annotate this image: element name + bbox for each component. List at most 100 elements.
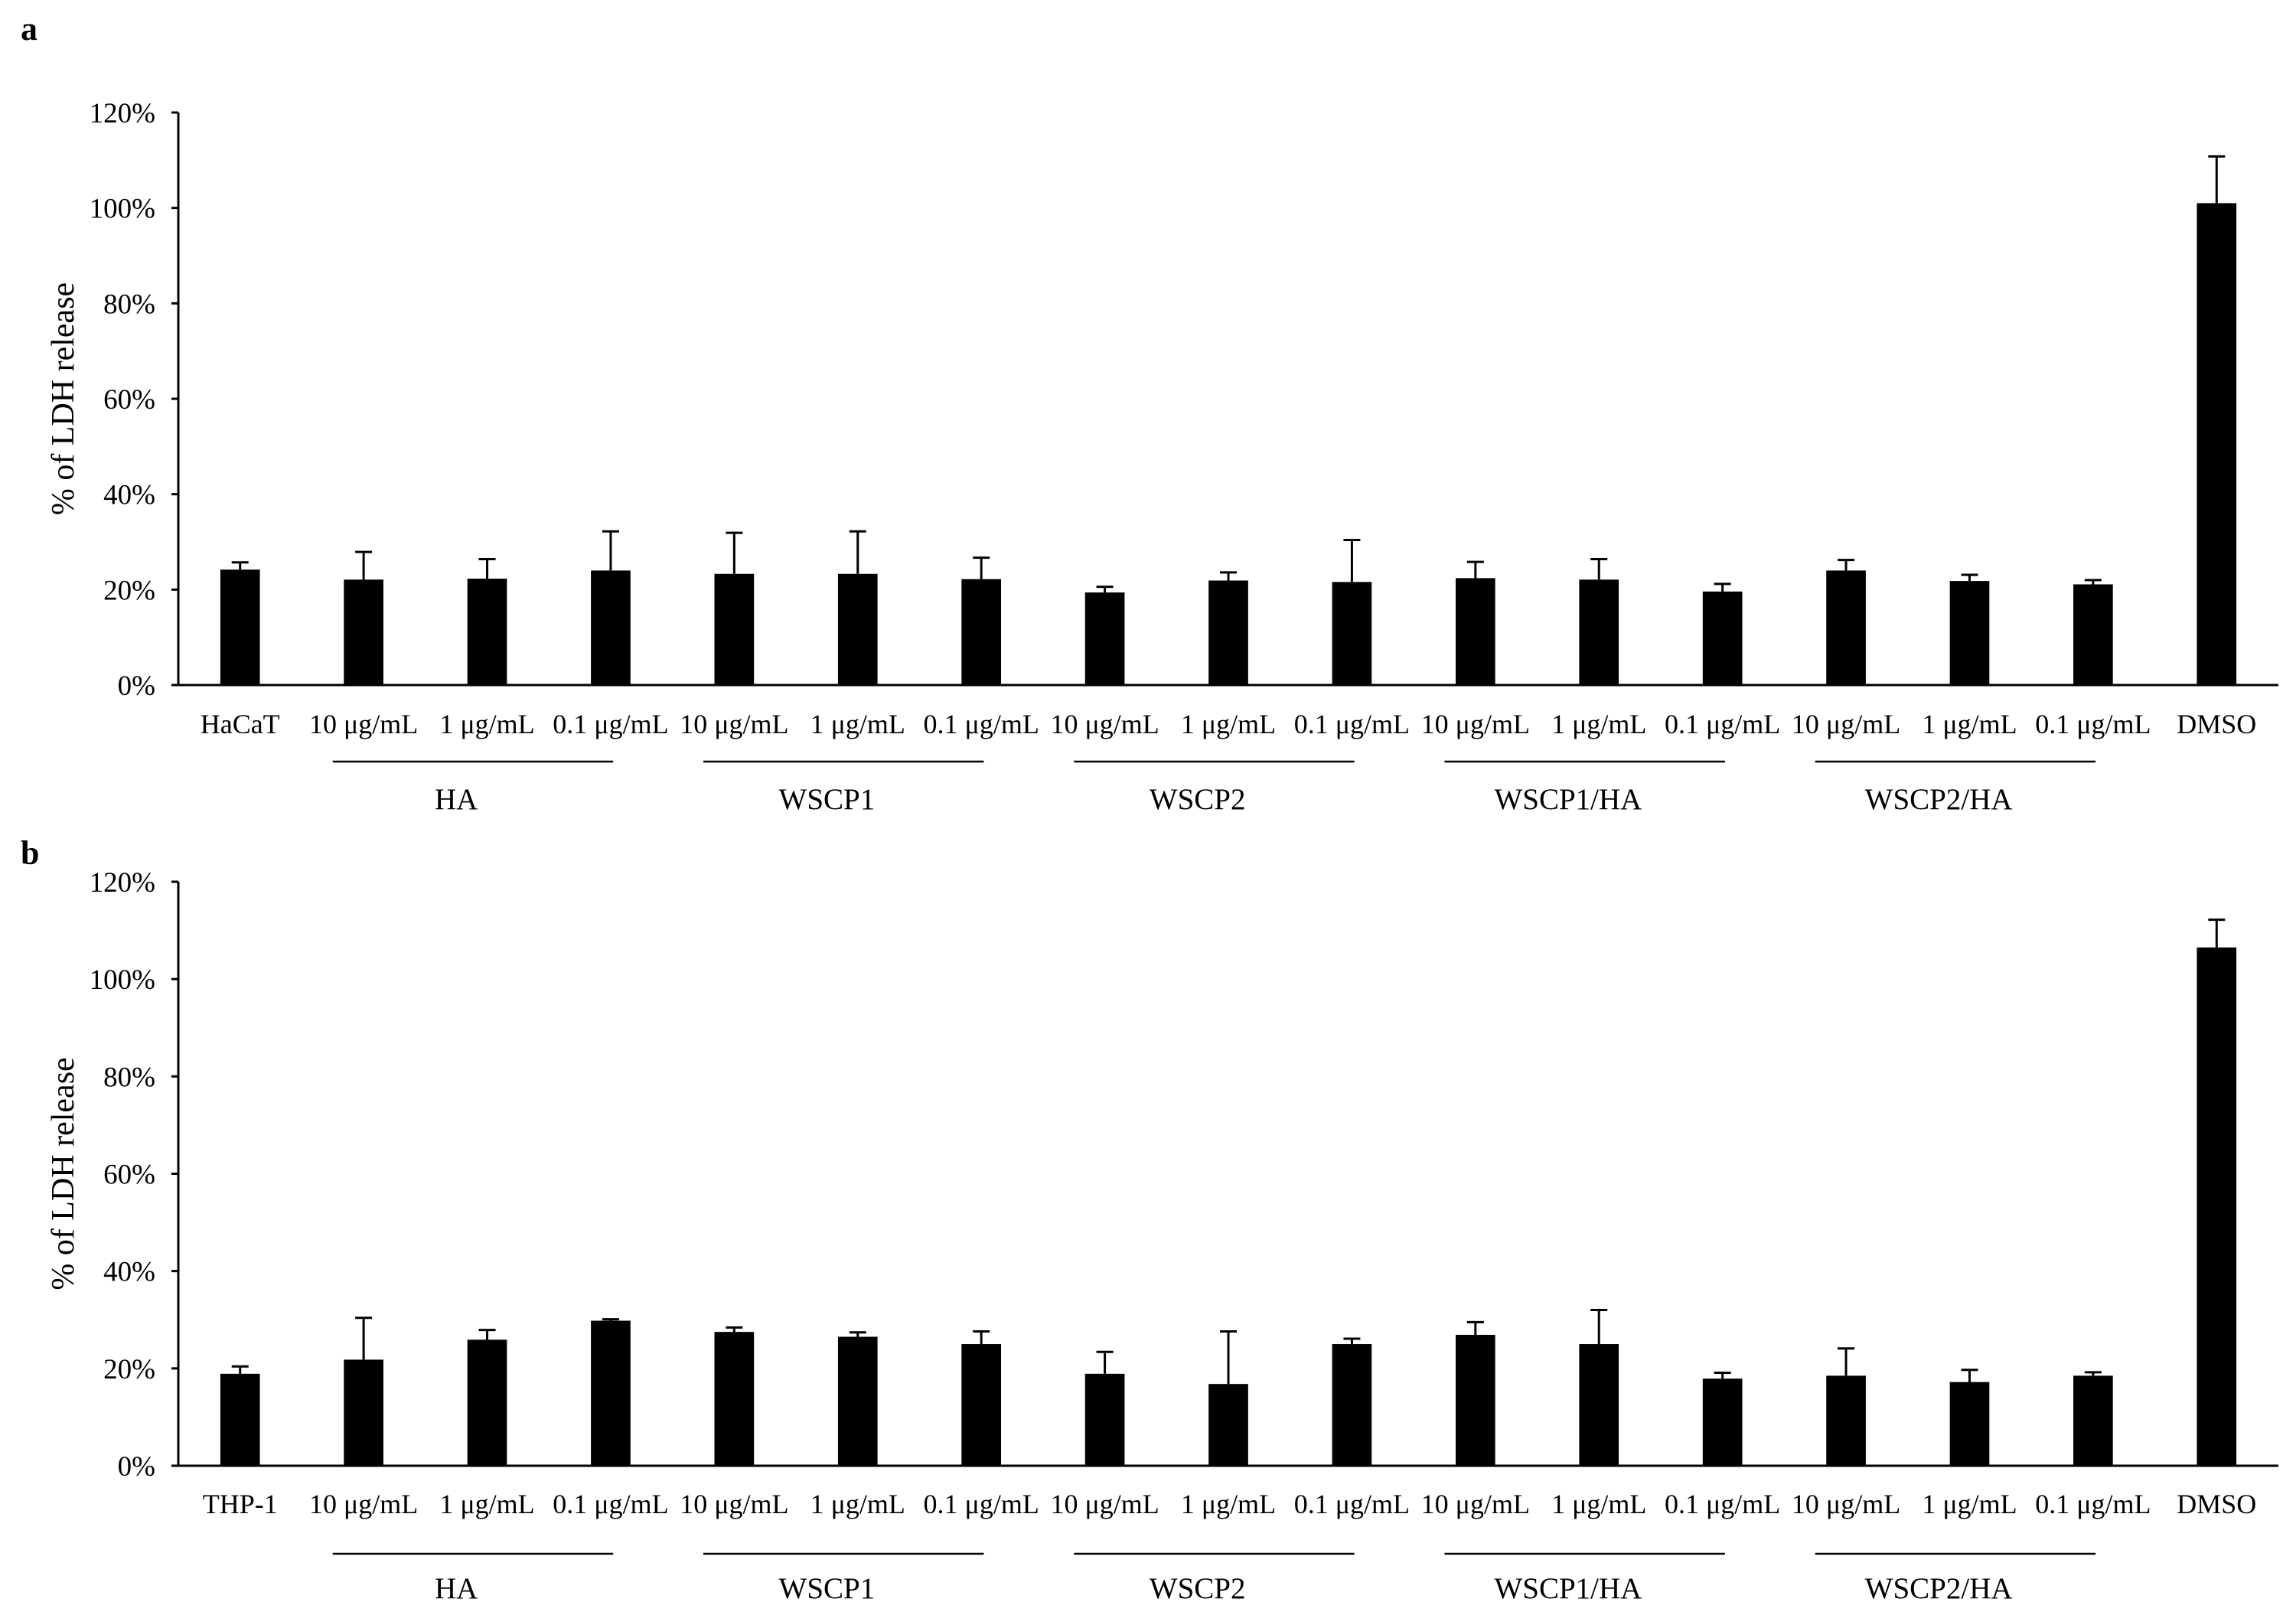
x-category-label: 0.1 μg/mL: [1665, 709, 1780, 739]
error-bar: [1961, 573, 1978, 582]
bar: [961, 1344, 1002, 1466]
bar: [1702, 591, 1743, 685]
x-category-label: 1 μg/mL: [1922, 709, 2017, 739]
error-bar: [1590, 1309, 1608, 1345]
error-bar: [1220, 1330, 1237, 1385]
x-category-label: 10 μg/mL: [309, 709, 418, 739]
x-category-label: 0.1 μg/mL: [2035, 709, 2151, 739]
bar: [2197, 203, 2237, 685]
y-tick-label: 80%: [103, 1062, 155, 1093]
bar: [1826, 1375, 1866, 1466]
error-bar: [231, 1365, 249, 1374]
bar: [2197, 947, 2237, 1466]
error-bar: [1961, 1369, 1978, 1382]
error-bar: [602, 530, 619, 571]
error-bar: [2084, 579, 2102, 585]
x-category-label: 0.1 μg/mL: [2035, 1489, 2151, 1519]
bar: [220, 1373, 260, 1466]
group-label: WSCP1: [779, 783, 876, 816]
error-bar: [1838, 1347, 1855, 1376]
x-category-label: 10 μg/mL: [680, 1489, 788, 1519]
y-tick-label: 0%: [118, 670, 155, 702]
bar: [1826, 570, 1866, 685]
bar: [1579, 1344, 1619, 1466]
x-category-label: 1 μg/mL: [439, 709, 534, 739]
y-tick-label: 40%: [103, 1257, 155, 1288]
group-label: WSCP2: [1150, 783, 1246, 816]
y-tick-label: 20%: [103, 1354, 155, 1385]
x-category-label: DMSO: [2177, 709, 2256, 739]
x-category-label: 1 μg/mL: [1181, 709, 1276, 739]
error-bar: [1714, 1372, 1731, 1379]
bar: [2073, 584, 2113, 685]
x-category-label: 0.1 μg/mL: [924, 1489, 1039, 1519]
bar: [1702, 1378, 1743, 1466]
x-category-label: 0.1 μg/mL: [1665, 1489, 1780, 1519]
error-bar: [355, 550, 373, 580]
bar: [2073, 1375, 2113, 1466]
bar: [467, 578, 507, 685]
group-label: WSCP2: [1150, 1572, 1246, 1605]
error-bar: [602, 1318, 619, 1321]
bar: [1084, 592, 1125, 685]
x-category-label: 1 μg/mL: [810, 1489, 905, 1519]
x-category-label: 1 μg/mL: [1181, 1489, 1276, 1519]
y-tick-label: 20%: [103, 575, 155, 606]
error-bar: [726, 1326, 743, 1333]
error-bar: [1590, 557, 1608, 580]
group-label: HA: [435, 1572, 478, 1605]
chart-panel-a: a 0% 20% 40% 60% 80% 100% 120% % of LDH release H…: [21, 10, 2278, 816]
error-bar: [1838, 559, 1855, 571]
panel-letter: b: [21, 834, 39, 872]
y-tick-label: 100%: [90, 964, 155, 996]
bar: [1949, 581, 1990, 685]
error-bar: [2208, 918, 2226, 948]
group-label: WSCP1/HA: [1494, 1572, 1642, 1605]
x-category-label: 10 μg/mL: [1421, 709, 1530, 739]
x-category-label: 1 μg/mL: [1551, 1489, 1646, 1519]
bar: [1579, 579, 1619, 685]
y-tick-label: 120%: [90, 867, 155, 899]
error-bar: [1343, 539, 1361, 582]
bar: [344, 1359, 383, 1466]
error-bar: [1220, 571, 1237, 581]
x-category-label: THP-1: [203, 1489, 278, 1519]
y-axis-title: % of LDH release: [46, 282, 81, 515]
group-label: HA: [435, 783, 478, 816]
bar: [714, 573, 755, 685]
x-category-label: 0.1 μg/mL: [1294, 709, 1410, 739]
error-bar: [849, 530, 866, 574]
x-category-label: 0.1 μg/mL: [1294, 1489, 1410, 1519]
x-category-label: 10 μg/mL: [1792, 1489, 1900, 1519]
bar: [1208, 580, 1248, 685]
bar: [591, 1320, 631, 1466]
error-bar: [478, 557, 496, 579]
x-category-label: 0.1 μg/mL: [553, 709, 668, 739]
error-bar: [973, 1330, 990, 1345]
error-bar: [1343, 1337, 1361, 1345]
y-tick-label: 60%: [103, 1160, 155, 1191]
error-bar: [1466, 560, 1484, 579]
bar: [837, 573, 878, 685]
bar: [1332, 582, 1372, 685]
bar: [467, 1339, 507, 1466]
bar: [961, 579, 1002, 685]
y-tick-label: 80%: [103, 289, 155, 320]
bar: [1455, 1334, 1495, 1466]
error-bar: [1466, 1320, 1484, 1335]
error-bar: [849, 1331, 866, 1337]
x-category-label: DMSO: [2177, 1489, 2256, 1519]
group-label: WSCP1: [779, 1572, 876, 1605]
x-category-label: 1 μg/mL: [439, 1489, 534, 1519]
x-category-label: 10 μg/mL: [309, 1489, 418, 1519]
bar: [1332, 1344, 1372, 1466]
y-axis-title: % of LDH release: [46, 1057, 81, 1290]
bar: [591, 570, 631, 685]
x-category-label: HaCaT: [201, 709, 280, 739]
bar: [1949, 1382, 1990, 1466]
x-category-label: 10 μg/mL: [1421, 1489, 1530, 1519]
bar: [1084, 1373, 1125, 1466]
y-tick-label: 40%: [103, 480, 155, 511]
y-tick-label: 120%: [90, 98, 155, 129]
